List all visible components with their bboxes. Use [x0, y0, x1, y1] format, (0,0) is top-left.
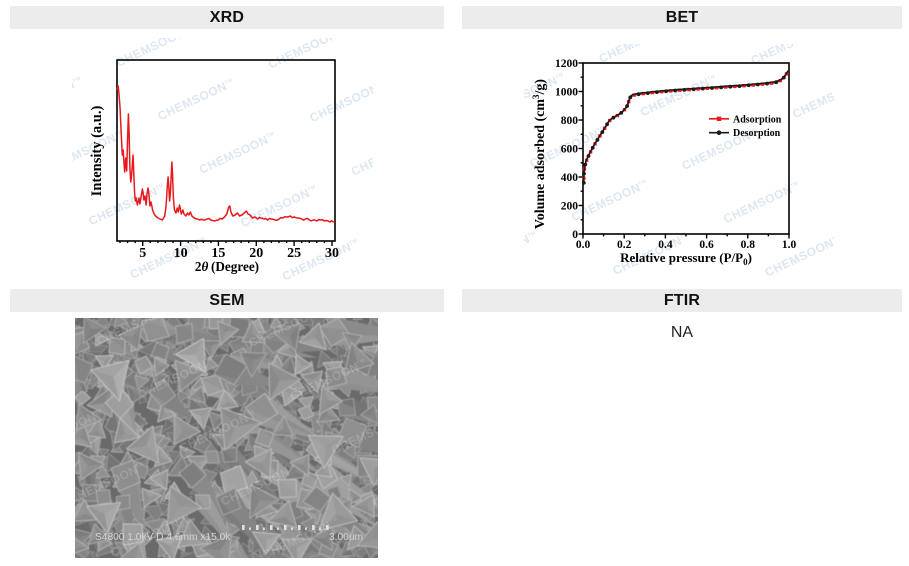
- svg-text:0.6: 0.6: [699, 239, 714, 251]
- svg-text:Intensity (a.u.): Intensity (a.u.): [89, 106, 105, 197]
- svg-text:Relative pressure (P/P0): Relative pressure (P/P0): [620, 250, 752, 267]
- svg-text:600: 600: [561, 144, 579, 156]
- svg-text:Desorption: Desorption: [733, 128, 781, 139]
- svg-text:400: 400: [561, 172, 579, 184]
- svg-text:1000: 1000: [555, 87, 578, 99]
- svg-text:0.2: 0.2: [617, 239, 632, 251]
- svg-text:2θ (Degree): 2θ (Degree): [195, 259, 259, 274]
- svg-text:S4800 1.0kV-D 4.6mm x15.0k: S4800 1.0kV-D 4.6mm x15.0k: [95, 532, 231, 543]
- svg-text:3.00um: 3.00um: [329, 532, 363, 543]
- svg-text:0.4: 0.4: [658, 239, 673, 251]
- svg-text:20: 20: [249, 246, 263, 261]
- svg-text:800: 800: [561, 115, 579, 127]
- svg-text:Volume adsorbed (cm3/g): Volume adsorbed (cm3/g): [531, 79, 548, 230]
- svg-text:10: 10: [174, 246, 188, 261]
- svg-text:0.0: 0.0: [576, 239, 591, 251]
- svg-text:30: 30: [325, 246, 339, 261]
- svg-text:200: 200: [561, 201, 579, 213]
- svg-text:15: 15: [211, 246, 225, 261]
- svg-text:5: 5: [139, 246, 146, 261]
- svg-text:25: 25: [287, 246, 301, 261]
- svg-text:0: 0: [572, 229, 578, 241]
- svg-text:0.8: 0.8: [741, 239, 756, 251]
- svg-text:1.0: 1.0: [782, 239, 797, 251]
- svg-text:Adsorption: Adsorption: [733, 114, 782, 125]
- svg-text:1200: 1200: [555, 58, 578, 70]
